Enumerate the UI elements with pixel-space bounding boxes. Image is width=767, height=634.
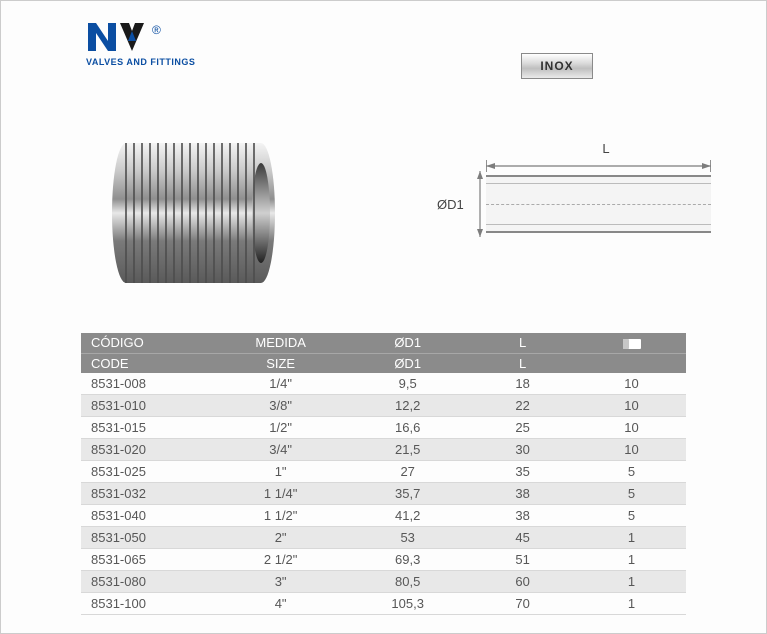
cell-d1: 9,5	[347, 373, 468, 395]
brand-logo: ® VALVES AND FITTINGS	[86, 19, 195, 67]
cell-code: 8531-020	[81, 439, 214, 461]
table-row: 8531-0203/4"21,53010	[81, 439, 686, 461]
col-header-medida: MEDIDA	[214, 333, 347, 353]
cell-l: 60	[468, 571, 577, 593]
cell-l: 35	[468, 461, 577, 483]
cell-l: 22	[468, 395, 577, 417]
table-header-row-1: CÓDIGO MEDIDA ØD1 L	[81, 333, 686, 353]
cell-size: 4"	[214, 593, 347, 615]
table-row: 8531-0803"80,5601	[81, 571, 686, 593]
cell-d1: 27	[347, 461, 468, 483]
dim-label-L: L	[511, 141, 701, 156]
table-row: 8531-0103/8"12,22210	[81, 395, 686, 417]
table-row: 8531-0652 1/2"69,3511	[81, 549, 686, 571]
table-row: 8531-0502"53451	[81, 527, 686, 549]
cell-size: 3"	[214, 571, 347, 593]
cell-size: 3/4"	[214, 439, 347, 461]
cell-d1: 21,5	[347, 439, 468, 461]
cell-code: 8531-008	[81, 373, 214, 395]
table-row: 8531-0251"27355	[81, 461, 686, 483]
cell-code: 8531-065	[81, 549, 214, 571]
cell-pack: 5	[577, 461, 686, 483]
col-header-d1: ØD1	[347, 333, 468, 353]
cell-code: 8531-080	[81, 571, 214, 593]
cell-pack: 10	[577, 417, 686, 439]
cell-l: 51	[468, 549, 577, 571]
cell-l: 70	[468, 593, 577, 615]
material-badge: INOX	[521, 53, 593, 79]
cell-size: 1 1/4"	[214, 483, 347, 505]
product-image	[106, 136, 281, 291]
cell-l: 38	[468, 505, 577, 527]
cell-pack: 1	[577, 527, 686, 549]
cell-size: 2"	[214, 527, 347, 549]
dim-label-D1: ØD1	[437, 197, 464, 212]
cell-d1: 16,6	[347, 417, 468, 439]
technical-drawing: L ØD1	[451, 141, 701, 251]
cell-size: 1/2"	[214, 417, 347, 439]
col-header-d1-b: ØD1	[347, 353, 468, 373]
cell-d1: 69,3	[347, 549, 468, 571]
logo-mark-icon	[86, 19, 182, 55]
cell-size: 3/8"	[214, 395, 347, 417]
cell-code: 8531-040	[81, 505, 214, 527]
table-row: 8531-1004"105,3701	[81, 593, 686, 615]
cell-l: 30	[468, 439, 577, 461]
registered-mark: ®	[152, 23, 161, 37]
cell-l: 25	[468, 417, 577, 439]
col-header-size: SIZE	[214, 353, 347, 373]
cell-code: 8531-032	[81, 483, 214, 505]
cell-size: 1 1/2"	[214, 505, 347, 527]
cell-code: 8531-010	[81, 395, 214, 417]
spec-table: CÓDIGO MEDIDA ØD1 L CODE SIZE ØD1	[81, 333, 686, 615]
col-header-codigo: CÓDIGO	[81, 333, 214, 353]
table-row: 8531-0321 1/4"35,7385	[81, 483, 686, 505]
table-header-row-2: CODE SIZE ØD1 L	[81, 353, 686, 373]
cell-size: 2 1/2"	[214, 549, 347, 571]
cell-pack: 5	[577, 483, 686, 505]
col-header-pack-b	[577, 353, 686, 373]
cell-code: 8531-100	[81, 593, 214, 615]
cell-d1: 41,2	[347, 505, 468, 527]
cell-l: 45	[468, 527, 577, 549]
cell-l: 38	[468, 483, 577, 505]
cell-d1: 80,5	[347, 571, 468, 593]
cell-code: 8531-025	[81, 461, 214, 483]
cell-pack: 1	[577, 549, 686, 571]
cell-size: 1/4"	[214, 373, 347, 395]
cell-d1: 35,7	[347, 483, 468, 505]
spec-table-element: CÓDIGO MEDIDA ØD1 L CODE SIZE ØD1	[81, 333, 686, 615]
brand-tagline: VALVES AND FITTINGS	[86, 57, 195, 67]
cell-d1: 12,2	[347, 395, 468, 417]
cell-pack: 1	[577, 571, 686, 593]
cell-code: 8531-015	[81, 417, 214, 439]
cell-pack: 10	[577, 439, 686, 461]
cell-d1: 53	[347, 527, 468, 549]
cell-size: 1"	[214, 461, 347, 483]
col-header-pack	[577, 333, 686, 353]
col-header-l: L	[468, 333, 577, 353]
cell-l: 18	[468, 373, 577, 395]
cell-code: 8531-050	[81, 527, 214, 549]
cell-pack: 10	[577, 373, 686, 395]
table-row: 8531-0401 1/2"41,2385	[81, 505, 686, 527]
col-header-code: CODE	[81, 353, 214, 373]
cell-pack: 5	[577, 505, 686, 527]
material-badge-label: INOX	[540, 59, 573, 73]
cell-d1: 105,3	[347, 593, 468, 615]
col-header-l-b: L	[468, 353, 577, 373]
cell-pack: 1	[577, 593, 686, 615]
package-icon	[622, 335, 642, 350]
table-row: 8531-0081/4"9,51810	[81, 373, 686, 395]
table-row: 8531-0151/2"16,62510	[81, 417, 686, 439]
cell-pack: 10	[577, 395, 686, 417]
